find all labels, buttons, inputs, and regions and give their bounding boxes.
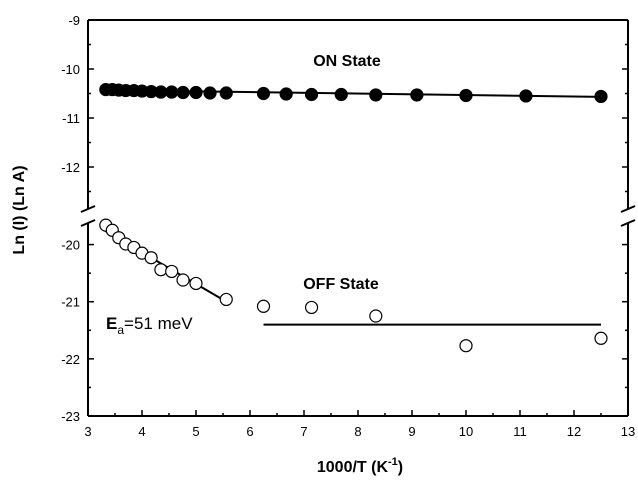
- x-axis-title: 1000/T (K-1): [317, 456, 403, 476]
- break-mark-left-top: [80, 205, 96, 213]
- on-state-point: [369, 88, 383, 102]
- on-state-point: [334, 87, 348, 102]
- x-tick-label: 7: [300, 424, 307, 439]
- plot-area: 3 4 5 6 7 8 9 10 11 12 13 -9 -10 -11 -12 -20 -21 -22 -23: [61, 13, 636, 439]
- x-tick-label: 3: [84, 424, 91, 439]
- on-state-point: [203, 86, 217, 100]
- break-mark-right-bottom: [620, 219, 636, 227]
- off-state-point: [176, 273, 190, 287]
- y-tick-label: -11: [62, 111, 80, 126]
- x-tick-label: 11: [513, 424, 527, 439]
- x-tick-label: 4: [138, 424, 145, 439]
- x-axis-title-main: 1000/T (K: [317, 459, 389, 476]
- y-tick-label: -23: [61, 409, 80, 424]
- off-state-point: [594, 331, 608, 345]
- x-tick-label: 13: [621, 424, 635, 439]
- on-state-point: [189, 85, 203, 100]
- y-axis-title: Ln (I) (Ln A): [11, 165, 28, 254]
- ea-symbol: E: [106, 314, 117, 333]
- off-state-point: [219, 292, 233, 307]
- y-tick-label: -10: [61, 62, 80, 77]
- x-axis-title-sup: -1: [388, 456, 398, 468]
- activation-energy-label: Ea=51 meV: [106, 314, 193, 337]
- off-state-point: [189, 276, 203, 291]
- off-state-point: [459, 339, 473, 353]
- off-state-point: [304, 300, 319, 315]
- y-tick-label: -22: [61, 352, 80, 367]
- on-state-point: [176, 85, 190, 100]
- break-mark-left-bottom: [80, 219, 96, 227]
- on-state-label: ON State: [313, 53, 381, 70]
- y-tick-label: -20: [61, 238, 80, 253]
- off-state-point: [165, 264, 179, 279]
- on-state-point: [256, 86, 271, 101]
- x-tick-label: 9: [408, 424, 415, 439]
- off-state-label: OFF State: [303, 276, 379, 293]
- on-state-point: [219, 86, 233, 100]
- off-state-point: [144, 251, 158, 265]
- x-tick-label: 8: [354, 424, 361, 439]
- y-tick-label: -12: [61, 160, 80, 175]
- on-state-point: [410, 88, 424, 102]
- off-state-point: [369, 309, 383, 323]
- ea-subscript: a: [117, 323, 124, 337]
- ea-value: =51 meV: [124, 314, 193, 333]
- break-mark-right-top: [620, 205, 636, 213]
- off-state-point: [154, 263, 168, 277]
- x-axis-title-close: ): [398, 459, 403, 476]
- y-tick-label: -21: [61, 295, 80, 310]
- on-state-point: [594, 89, 608, 104]
- on-state-point: [519, 89, 533, 103]
- x-tick-label: 5: [192, 424, 199, 439]
- x-tick-label: 10: [459, 424, 473, 439]
- on-state-point: [165, 85, 179, 99]
- x-tick-label: 12: [567, 424, 581, 439]
- on-state-point: [304, 87, 319, 102]
- off-state-point: [256, 299, 271, 313]
- on-state-point: [279, 87, 293, 101]
- y-tick-label: -9: [68, 13, 80, 28]
- on-state-point: [459, 88, 473, 103]
- on-state-point: [154, 85, 168, 99]
- x-tick-label: 6: [246, 424, 253, 439]
